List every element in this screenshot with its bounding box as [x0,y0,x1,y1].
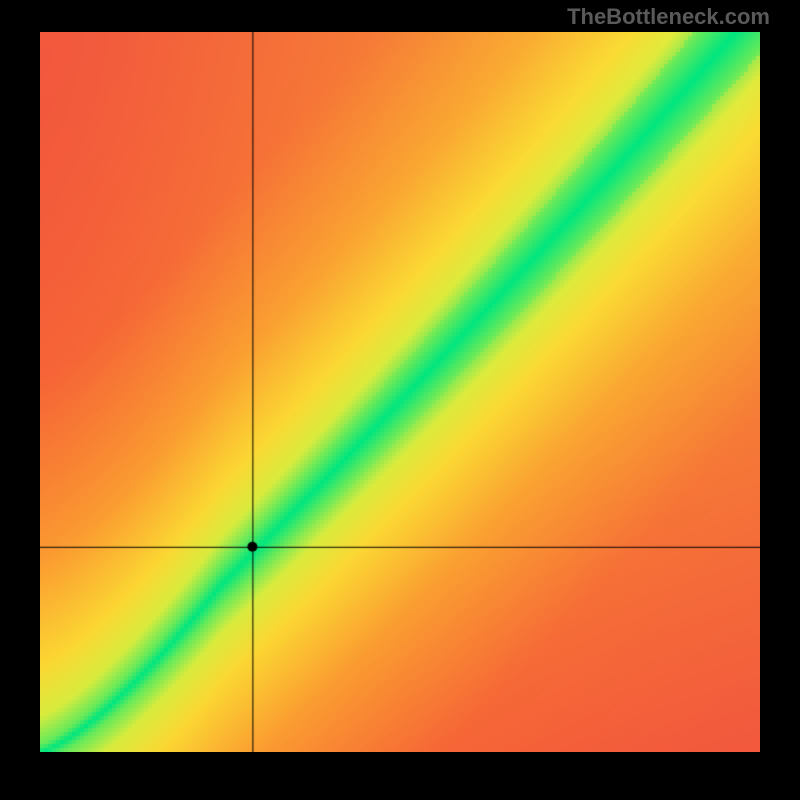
chart-container: TheBottleneck.com [0,0,800,800]
heatmap-canvas [40,32,760,752]
plot-area [40,32,760,752]
attribution-label: TheBottleneck.com [567,4,770,30]
